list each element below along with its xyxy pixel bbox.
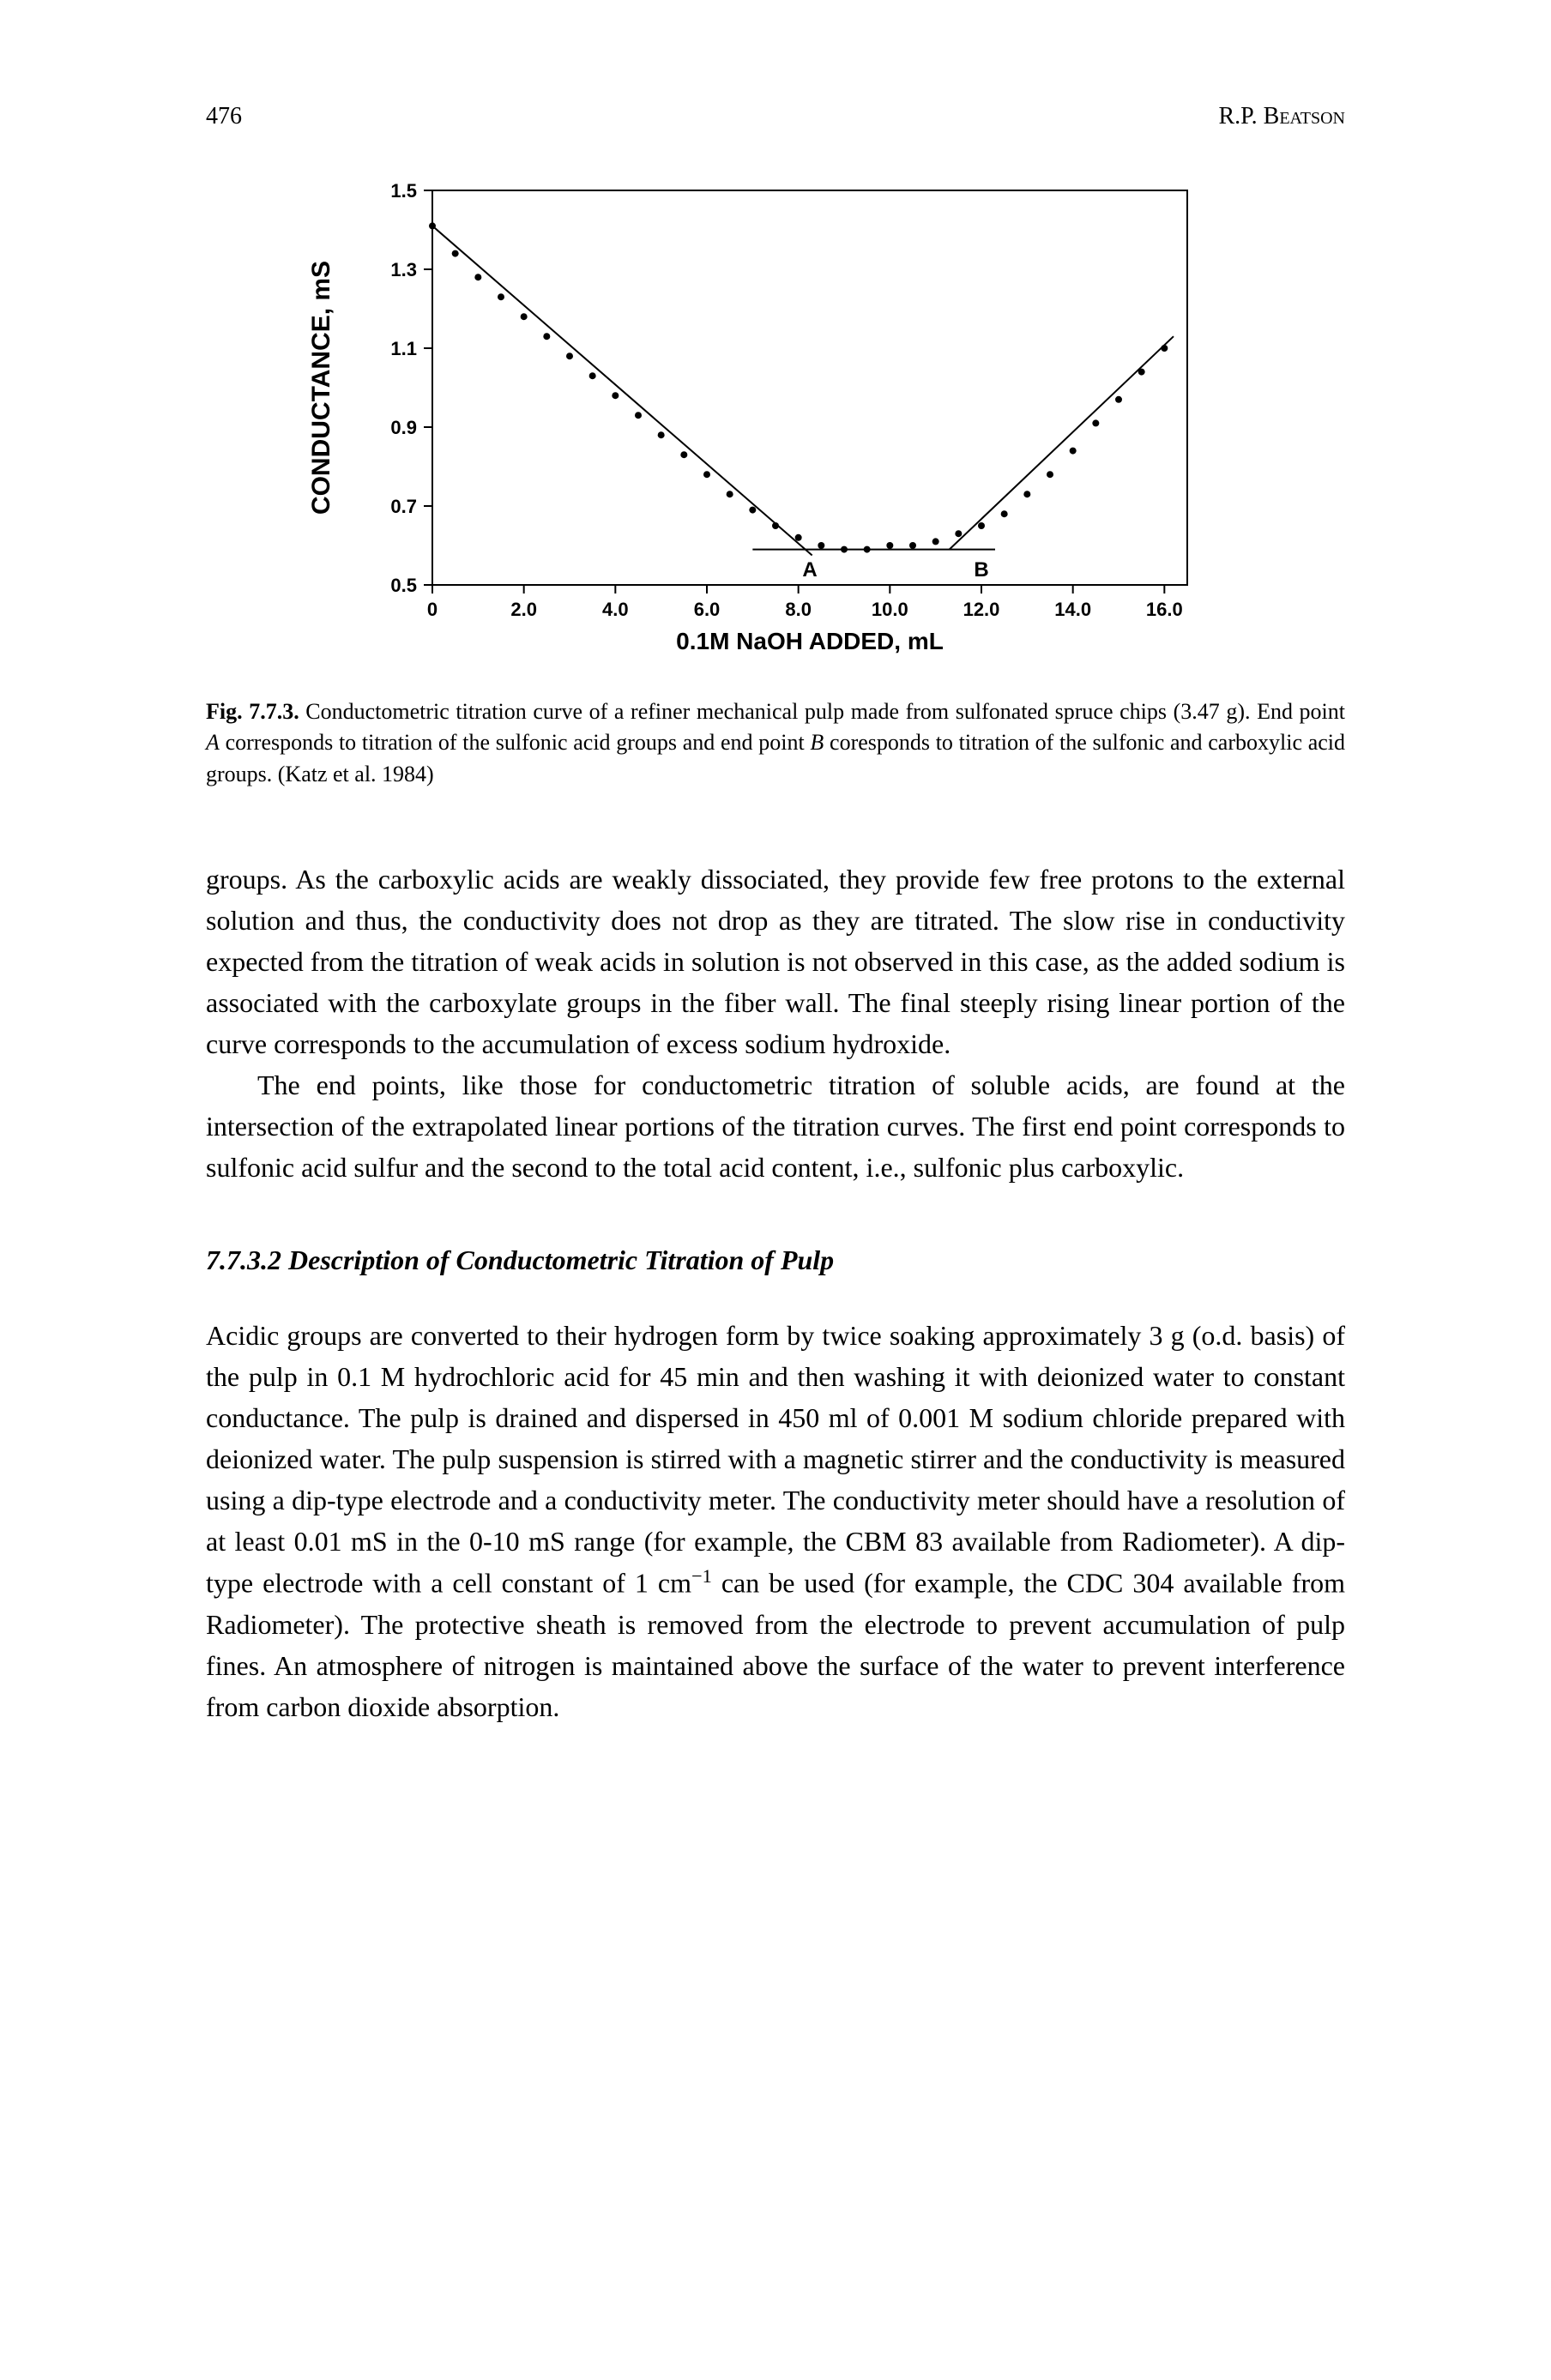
para3-part1: Acidic groups are converted to their hyd…: [206, 1320, 1345, 1599]
svg-text:10.0: 10.0: [872, 599, 908, 620]
svg-text:1.1: 1.1: [390, 338, 417, 359]
section-heading: 7.7.3.2 Description of Conductometric Ti…: [206, 1239, 1345, 1280]
figure-label: Fig. 7.7.3.: [206, 699, 299, 724]
paragraph-1: groups. As the carboxylic acids are weak…: [206, 859, 1345, 1064]
paragraph-3: Acidic groups are converted to their hyd…: [206, 1315, 1345, 1727]
author-name: R.P. Beatson: [1219, 103, 1346, 130]
svg-text:0: 0: [427, 599, 438, 620]
chart-svg: 0 2.0 4.0 6.0 8.0 10.0 12.0 14.0 16.0 0.5 0.7 0.9 1.…: [304, 182, 1204, 662]
svg-text:0.7: 0.7: [390, 496, 417, 517]
svg-text:CONDUCTANCE, mS: CONDUCTANCE, mS: [307, 261, 335, 515]
body-text: groups. As the carboxylic acids are weak…: [206, 859, 1345, 1727]
svg-text:8.0: 8.0: [785, 599, 812, 620]
paragraph-2: The end points, like those for conductom…: [206, 1064, 1345, 1188]
svg-text:12.0: 12.0: [963, 599, 1000, 620]
svg-text:2.0: 2.0: [510, 599, 537, 620]
svg-text:0.1M NaOH ADDED, mL: 0.1M NaOH ADDED, mL: [676, 628, 944, 654]
caption-italic-b: B: [810, 730, 824, 755]
caption-text-1: Conductometric titration curve of a refi…: [299, 699, 1345, 724]
svg-text:16.0: 16.0: [1146, 599, 1183, 620]
figure-caption: Fig. 7.7.3. Conductometric titration cur…: [206, 696, 1345, 790]
svg-text:1.5: 1.5: [390, 182, 417, 202]
caption-italic-a: A: [206, 730, 220, 755]
page-number: 476: [206, 103, 242, 130]
svg-text:0.9: 0.9: [390, 417, 417, 438]
caption-text-2: corresponds to titration of the sulfonic…: [220, 730, 811, 755]
svg-text:4.0: 4.0: [602, 599, 629, 620]
page-header: 476 R.P. Beatson: [206, 103, 1345, 130]
svg-text:B: B: [974, 558, 988, 581]
para3-sup: −1: [691, 1565, 712, 1587]
svg-text:6.0: 6.0: [694, 599, 721, 620]
svg-text:0.5: 0.5: [390, 575, 417, 596]
svg-text:1.3: 1.3: [390, 259, 417, 280]
svg-text:A: A: [802, 558, 817, 581]
titration-chart: 0 2.0 4.0 6.0 8.0 10.0 12.0 14.0 16.0 0.5 0.7 0.9 1.…: [304, 182, 1247, 662]
svg-text:14.0: 14.0: [1054, 599, 1091, 620]
